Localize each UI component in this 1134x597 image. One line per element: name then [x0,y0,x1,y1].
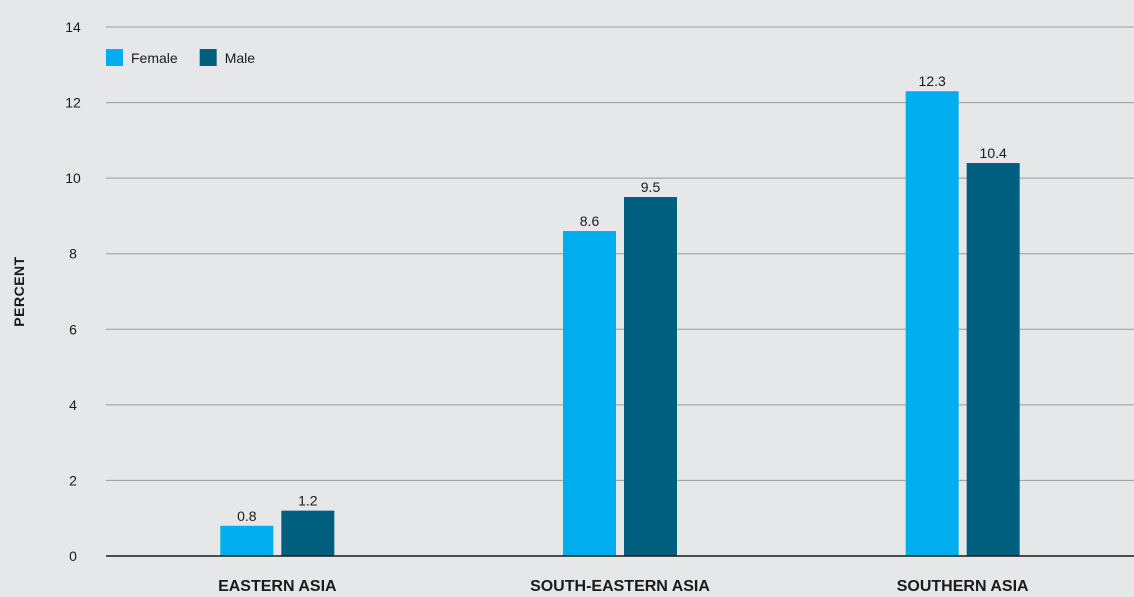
legend-swatch-female [106,49,123,66]
y-tick-label: 2 [69,472,77,488]
y-tick-label: 4 [69,397,77,413]
y-tick-label: 12 [65,95,81,111]
category-label: SOUTHERN ASIA [897,578,1029,595]
data-labels: 0.8 1.2 8.6 9.5 12.3 10.4 [237,73,1007,524]
bar-male-1 [281,510,335,556]
y-tick-labels: 0 2 4 6 8 10 12 14 [65,19,81,564]
y-tick-label: 14 [65,19,81,35]
data-label-male-2: 9.5 [641,179,661,195]
data-label-male-3: 10.4 [980,145,1007,161]
bar-female-3 [905,91,959,556]
data-label-female-2: 8.6 [580,213,600,229]
category-labels: EASTERN ASIA SOUTH-EASTERN ASIA SOUTHERN A… [218,578,1029,595]
bar-female-1 [220,525,274,556]
data-label-female-1: 0.8 [237,508,257,524]
gridlines [106,26,1134,481]
legend-label-male: Male [225,50,256,66]
y-tick-label: 8 [69,246,77,262]
data-label-male-1: 1.2 [298,493,318,509]
y-tick-label: 0 [69,548,77,564]
data-label-female-3: 12.3 [919,73,946,89]
y-axis-label: PERCENT [11,256,27,326]
bar-male-3 [966,163,1020,556]
category-label: EASTERN ASIA [218,578,337,595]
y-tick-label: 10 [65,170,81,186]
bars [220,91,1020,557]
legend-swatch-male [199,49,217,66]
bar-female-2 [563,231,616,557]
bar-male-2 [624,197,677,557]
y-tick-label: 6 [69,321,77,337]
legend: Female Male [106,49,255,66]
legend-label-female: Female [131,50,178,66]
category-label: SOUTH-EASTERN ASIA [530,578,710,595]
